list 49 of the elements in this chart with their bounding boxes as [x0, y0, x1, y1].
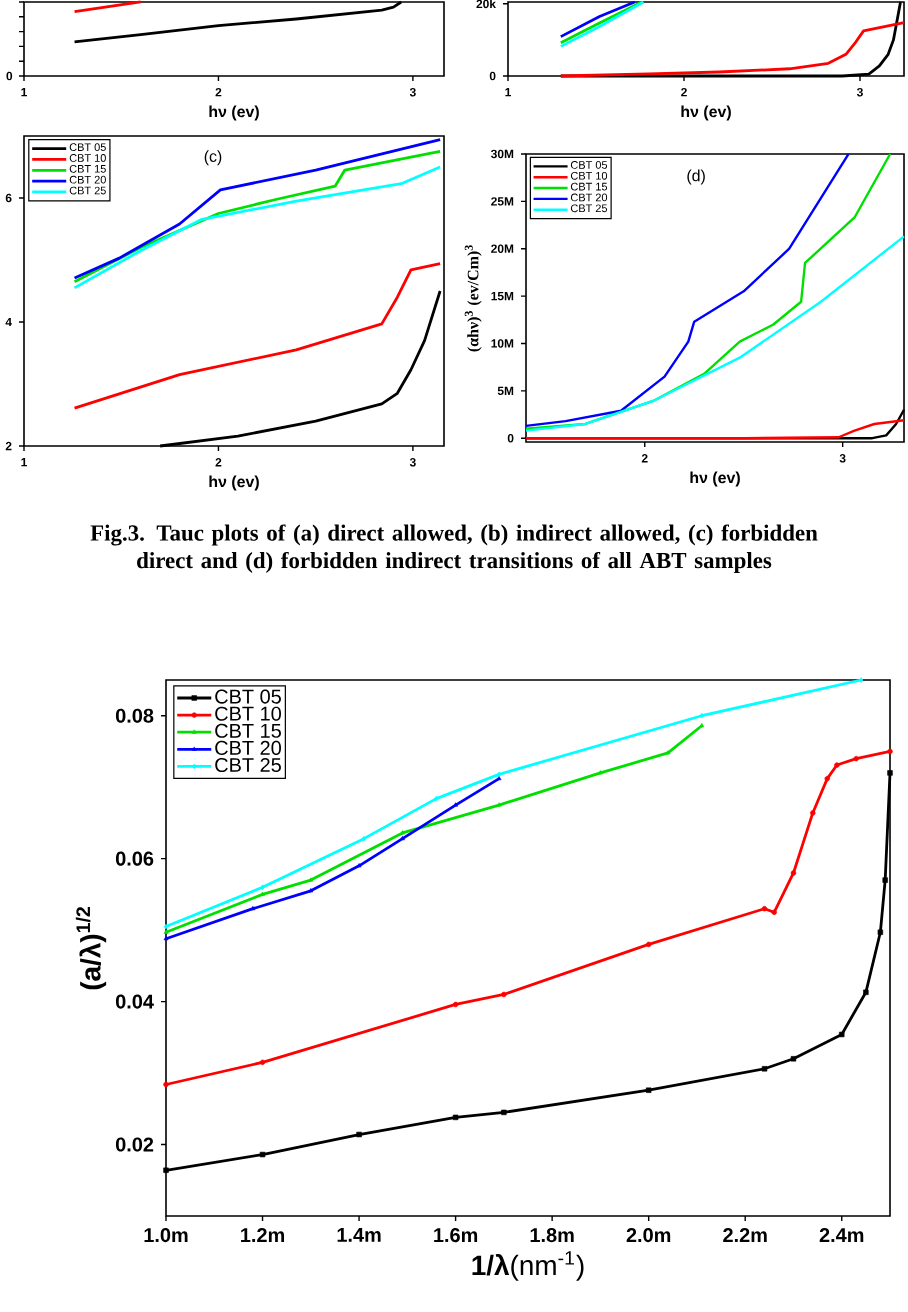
caption: Fig.3. Tauc plots of (a) direct allowed, (b) indirect allowed, (c) forbidden direct and (d) forbidden indirect transitions of all ABT samples [90, 524, 818, 573]
x-axis-title: 1/λ(nm$^{-1}$) [472, 1251, 584, 1281]
legend-label: CBT 05 [215, 689, 281, 704]
legend-label: CBT 20 [215, 740, 281, 755]
line-series [524, 419, 906, 440]
x-tick-label: 2.2m [723, 1228, 767, 1242]
x-tick-label: 1.8m [530, 1228, 574, 1243]
point [259, 1059, 266, 1066]
x-tick-label: 2.0m [626, 1228, 671, 1243]
y-axis-title: (a/λ)$^{1/2}$ [75, 907, 107, 990]
point [790, 870, 797, 876]
x-tick-label: 1.4m [337, 1228, 381, 1242]
point [356, 1131, 362, 1138]
point [501, 991, 507, 998]
point [834, 762, 840, 768]
point [887, 748, 893, 755]
point [259, 1151, 266, 1158]
y-tick-label: 0.08 [115, 708, 154, 723]
line-series [524, 235, 906, 432]
line-series [73, 262, 442, 410]
legend-label: CBT 25 [215, 757, 281, 773]
point [645, 1087, 652, 1093]
point [853, 755, 859, 762]
point [839, 1031, 845, 1038]
y-tick-label: 0.04 [115, 994, 154, 1009]
point [877, 929, 884, 935]
point [761, 906, 768, 912]
point [771, 909, 777, 915]
point [452, 1114, 459, 1121]
legend-label: CBT 10 [215, 706, 281, 721]
y-tick-label: 0.02 [115, 1137, 154, 1152]
point [887, 770, 893, 776]
x-tick-label: 1.2m [241, 1228, 285, 1242]
point [882, 877, 888, 883]
x-tick-label: 1.6m [434, 1228, 478, 1243]
point [761, 1066, 768, 1072]
point [824, 775, 830, 782]
point [163, 1167, 169, 1173]
y-tick-label: 0.06 [115, 851, 154, 866]
point [452, 1001, 459, 1008]
point [501, 1109, 507, 1116]
legend-label: CBT 15 [215, 723, 281, 738]
point [163, 1081, 169, 1088]
x-tick-label: 2.4m [819, 1228, 864, 1242]
line-series [559, 21, 906, 78]
point [790, 1056, 797, 1062]
point [863, 989, 869, 995]
x-tick-label: 1.0m [144, 1228, 188, 1243]
point [645, 941, 652, 948]
